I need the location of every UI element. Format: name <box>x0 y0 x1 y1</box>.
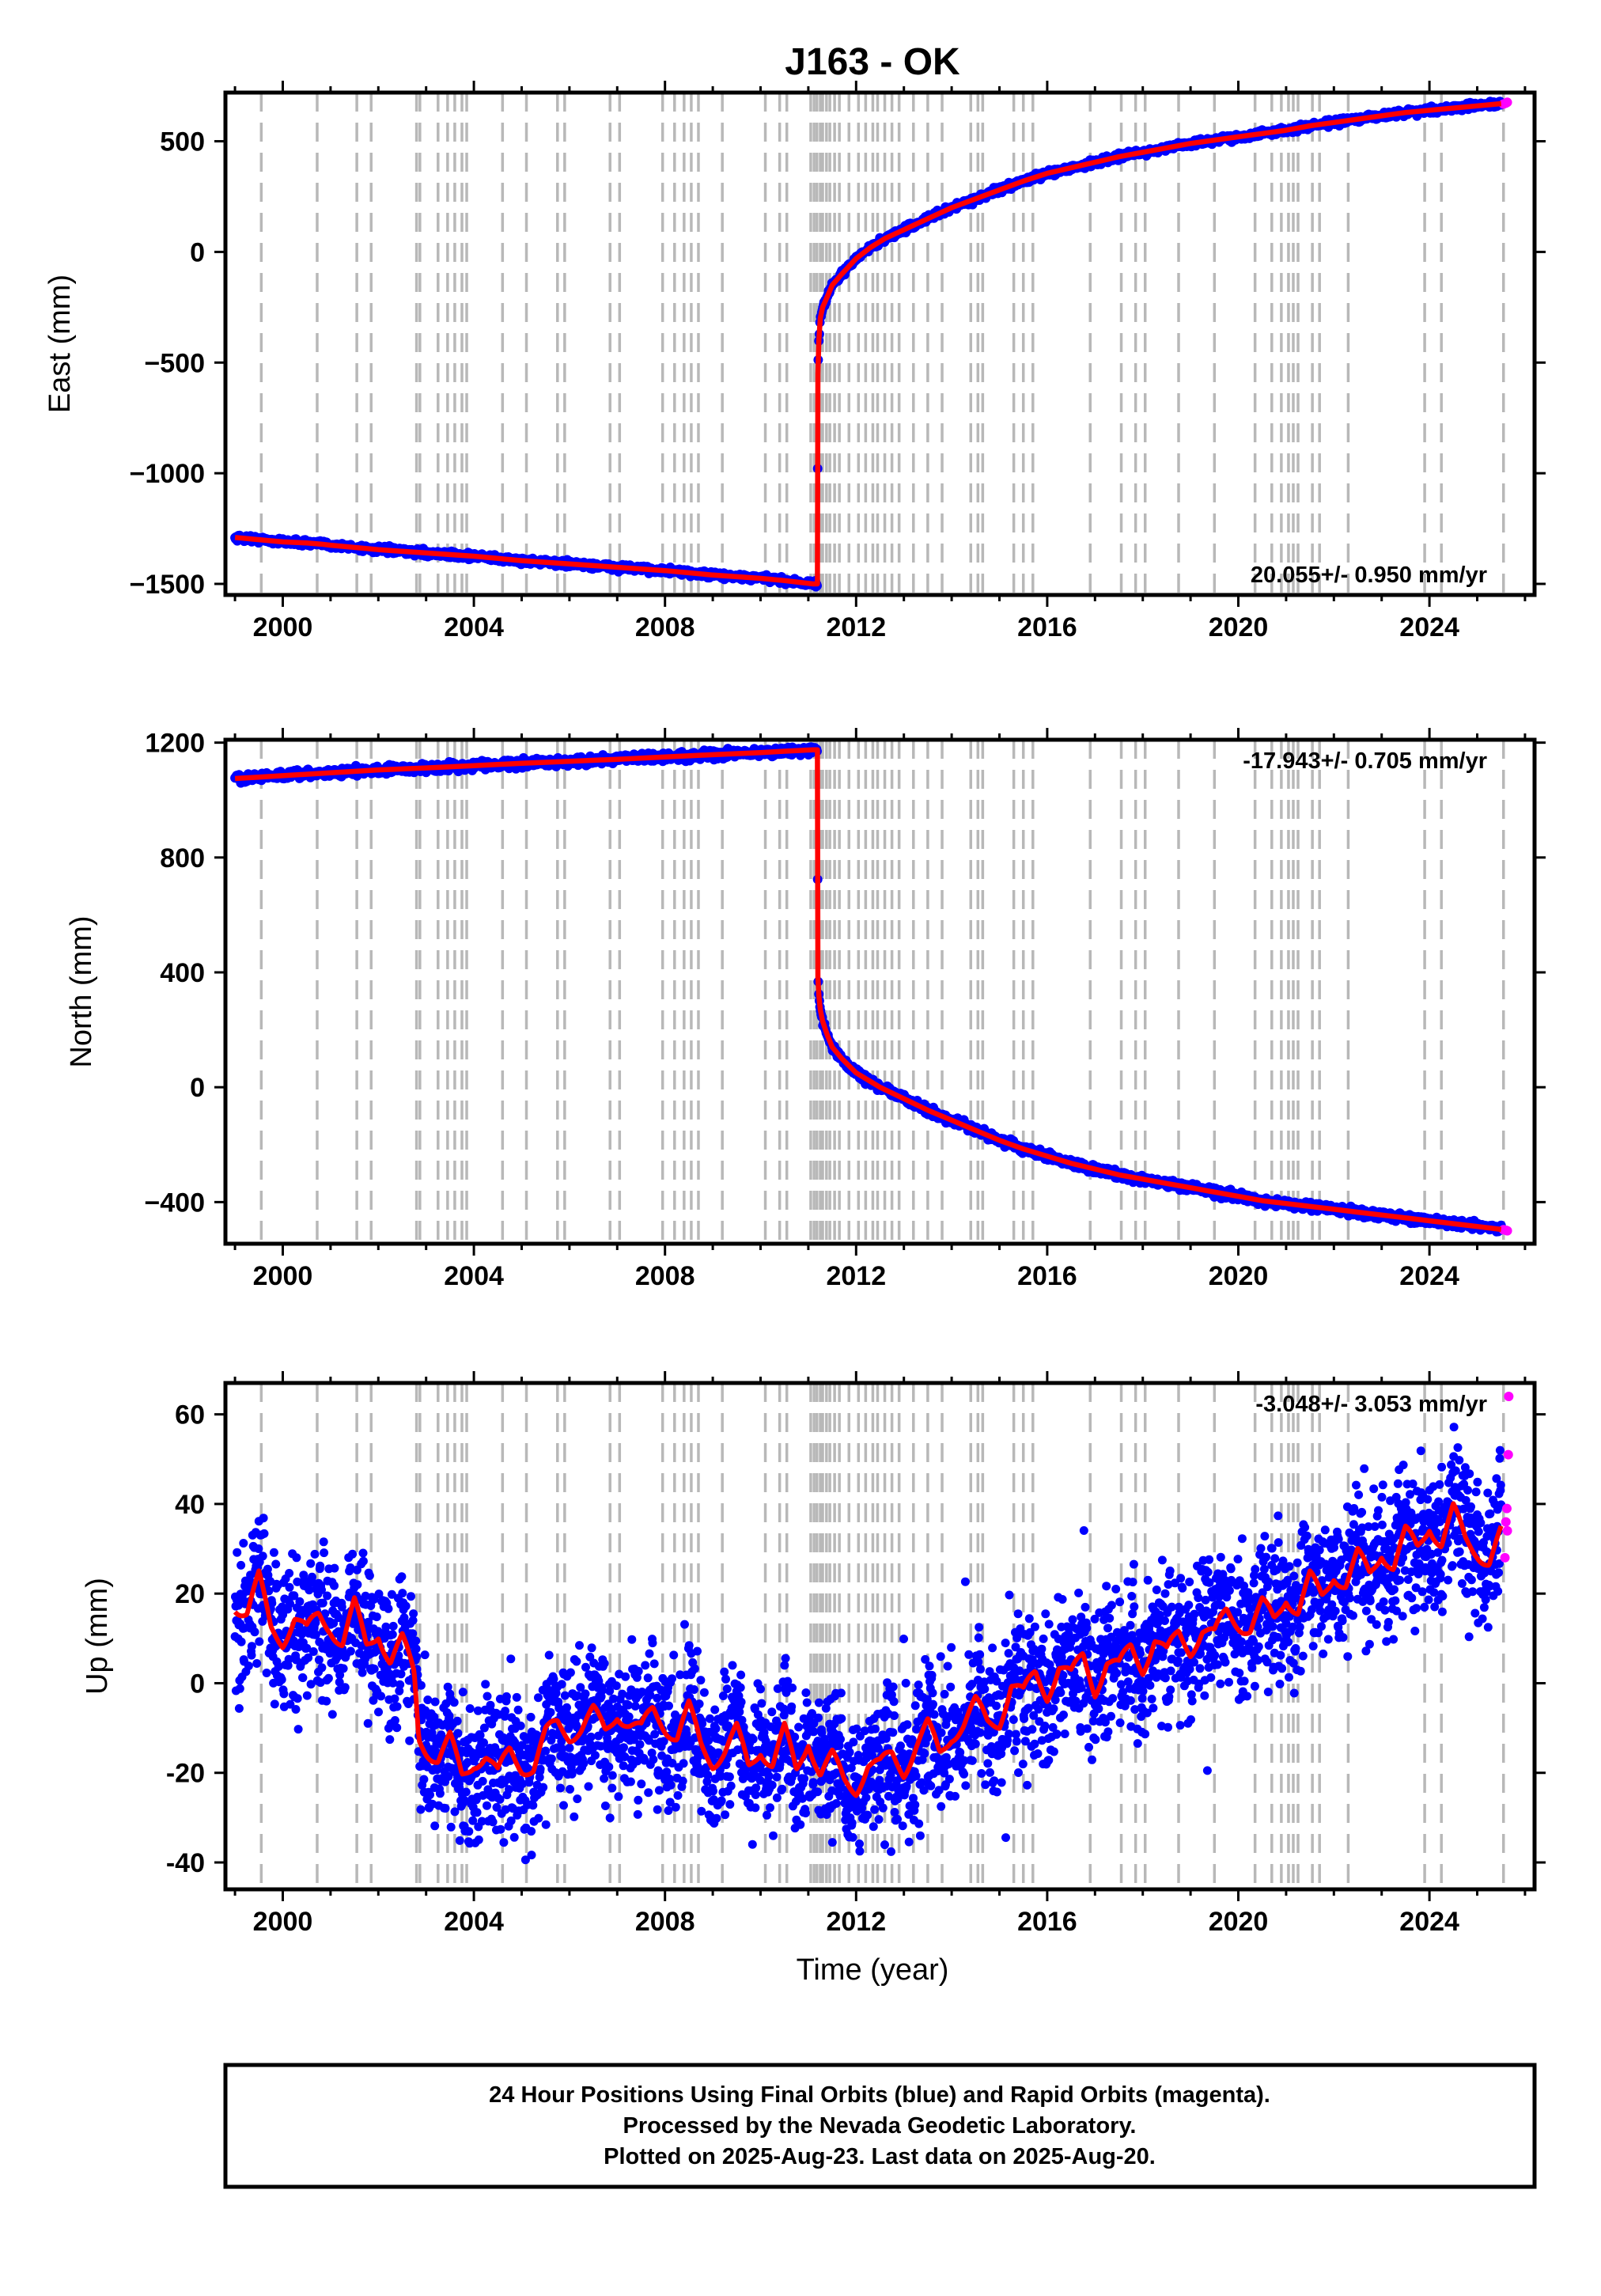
data-point <box>237 1560 246 1570</box>
data-point <box>285 1582 294 1592</box>
x-tick-label: 2008 <box>635 1261 695 1291</box>
data-point <box>270 1699 279 1709</box>
data-point <box>234 1601 243 1610</box>
model-fit-line <box>234 100 1501 587</box>
east-panel: 500 0 −500 −1000 −1500 2000 2004 2008 2012 2016 20… <box>44 81 1546 642</box>
y-tick-label: −500 <box>144 348 205 378</box>
data-point <box>294 1621 304 1631</box>
x-tick-label: 2012 <box>826 612 886 642</box>
final-orbit-points <box>230 1423 1506 1865</box>
data-point <box>293 1694 302 1703</box>
data-point <box>254 1544 263 1553</box>
rapid-data-point <box>1502 1226 1512 1236</box>
y-tick-label: −1500 <box>130 570 206 600</box>
data-point <box>286 1599 294 1608</box>
data-point <box>274 1662 283 1671</box>
data-point <box>290 1591 299 1601</box>
data-point <box>286 1699 295 1709</box>
data-point <box>237 1637 246 1646</box>
x-tick-label: 2000 <box>253 612 313 642</box>
data-point <box>233 1548 242 1557</box>
data-point <box>291 1705 301 1714</box>
y-tick-label: 0 <box>190 1073 205 1103</box>
data-point <box>292 1553 301 1563</box>
y-tick-label: 500 <box>160 127 205 157</box>
y-tick-label: 400 <box>160 958 205 988</box>
data-point <box>284 1654 293 1664</box>
data-point <box>269 1548 278 1557</box>
data-point <box>234 1703 244 1713</box>
data-point <box>271 1559 281 1569</box>
plot-frame <box>223 90 1537 597</box>
y-tick-label: −400 <box>144 1188 205 1218</box>
data-point <box>247 1650 256 1660</box>
data-point <box>298 1673 308 1683</box>
data-point <box>258 1552 267 1561</box>
final-orbit-points <box>230 742 1506 1237</box>
x-tick-label: 2020 <box>1209 612 1269 642</box>
rapid-orbit-points <box>1498 1225 1512 1236</box>
data-point <box>244 1661 253 1671</box>
x-tick-label: 2004 <box>444 1261 504 1291</box>
data-point <box>295 1597 305 1606</box>
data-point <box>267 1598 277 1608</box>
plot-frame <box>223 737 1537 1246</box>
data-point <box>255 1637 264 1646</box>
y-tick-label: 0 <box>190 237 205 267</box>
x-tick-label: 2000 <box>253 1261 313 1291</box>
figure-title: J163 - OK <box>785 41 960 83</box>
plot-area <box>230 1383 1514 1889</box>
data-point <box>239 1539 248 1548</box>
x-tick-label: 2024 <box>1399 612 1459 642</box>
x-tick-label: 2016 <box>1017 612 1077 642</box>
y-tick-label: 800 <box>160 843 205 873</box>
data-point <box>235 1684 244 1693</box>
y-axis-label: East (mm) <box>44 275 77 413</box>
x-tick-label: 2016 <box>1017 1261 1077 1291</box>
rapid-orbit-points <box>1498 97 1512 109</box>
data-point <box>279 1689 289 1699</box>
data-point <box>247 1642 256 1651</box>
y-axis-label: North (mm) <box>65 915 98 1067</box>
final-orbit-points <box>230 97 1506 592</box>
data-point <box>293 1577 302 1586</box>
data-point <box>250 1627 259 1637</box>
velocity-label: -17.943+/- 0.705 mm/yr <box>1243 748 1487 774</box>
velocity-label: 20.055+/- 0.950 mm/yr <box>1251 563 1487 588</box>
north-panel: 1200 800 400 0 −400 2000 2004 2008 2012 2016 2020 2… <box>65 728 1546 1291</box>
data-point <box>259 1529 269 1538</box>
y-tick-label: 1200 <box>145 729 205 759</box>
data-point <box>293 1725 303 1734</box>
data-point <box>262 1669 271 1677</box>
data-point <box>252 1659 262 1668</box>
x-tick-label: 2012 <box>826 1261 886 1291</box>
rapid-data-point <box>1502 97 1512 108</box>
y-tick-label: −1000 <box>130 459 206 489</box>
plot-area <box>230 740 1512 1244</box>
x-tick-label: 2008 <box>635 612 695 642</box>
x-tick-label: 2024 <box>1399 1261 1459 1291</box>
plot-area <box>230 93 1512 595</box>
x-tick-label: 2004 <box>444 612 504 642</box>
model-fit-line <box>234 747 1502 1233</box>
data-point <box>259 1514 268 1523</box>
data-point <box>277 1675 286 1684</box>
x-tick-label: 2020 <box>1209 1261 1269 1291</box>
data-point <box>285 1569 294 1578</box>
